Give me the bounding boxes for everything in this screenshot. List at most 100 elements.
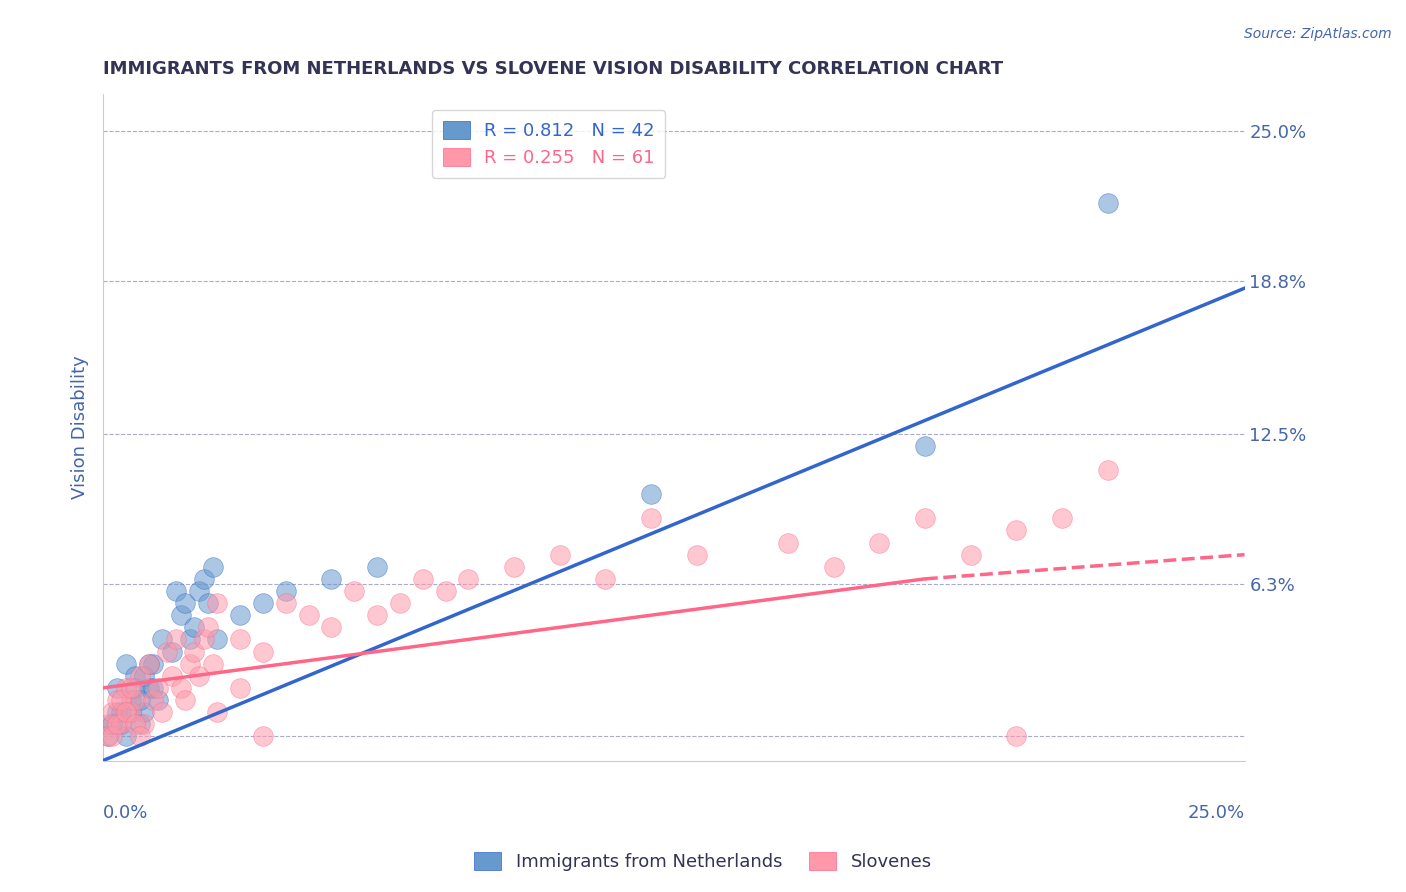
Point [1097,196,1119,211]
Point [229,632,252,647]
Point [115,705,138,719]
Point [201,657,224,671]
Point [97,729,120,743]
Point [128,669,150,683]
Point [160,669,183,683]
Point [434,584,457,599]
Point [193,632,215,647]
Point [183,620,205,634]
Point [124,693,146,707]
Point [142,681,165,695]
Point [1097,463,1119,477]
Point [321,572,343,586]
Point [388,596,411,610]
Point [134,669,156,683]
Point [548,548,571,562]
Legend: Immigrants from Netherlands, Slovenes: Immigrants from Netherlands, Slovenes [467,845,939,879]
Point [366,608,388,623]
Point [110,705,132,719]
Point [274,584,297,599]
Point [503,559,526,574]
Point [105,681,128,695]
Point [343,584,366,599]
Point [120,693,142,707]
Point [685,548,707,562]
Point [156,644,179,658]
Point [110,717,132,731]
Point [101,717,124,731]
Point [138,657,160,671]
Point [165,632,187,647]
Point [101,717,124,731]
Point [229,608,252,623]
Point [101,705,124,719]
Point [170,681,193,695]
Point [128,693,150,707]
Point [1005,729,1028,743]
Y-axis label: Vision Disability: Vision Disability [72,356,89,500]
Legend: R = 0.812   N = 42, R = 0.255   N = 61: R = 0.812 N = 42, R = 0.255 N = 61 [432,110,665,178]
Text: 25.0%: 25.0% [1188,804,1244,822]
Point [366,559,388,574]
Point [914,511,936,525]
Point [142,693,165,707]
Point [105,717,128,731]
Point [229,681,252,695]
Point [138,657,160,671]
Point [146,681,169,695]
Point [128,717,150,731]
Point [207,632,229,647]
Point [110,717,132,731]
Point [115,681,138,695]
Point [115,657,138,671]
Point [595,572,617,586]
Point [165,584,187,599]
Point [193,572,215,586]
Point [457,572,479,586]
Point [188,584,211,599]
Text: Source: ZipAtlas.com: Source: ZipAtlas.com [1244,27,1392,41]
Point [201,559,224,574]
Point [120,705,142,719]
Point [412,572,434,586]
Point [321,620,343,634]
Point [179,632,201,647]
Point [188,669,211,683]
Point [640,511,662,525]
Point [134,705,156,719]
Text: IMMIGRANTS FROM NETHERLANDS VS SLOVENE VISION DISABILITY CORRELATION CHART: IMMIGRANTS FROM NETHERLANDS VS SLOVENE V… [103,60,1004,78]
Point [115,729,138,743]
Point [105,705,128,719]
Point [174,596,197,610]
Point [110,693,132,707]
Point [124,681,146,695]
Point [124,669,146,683]
Point [868,535,890,549]
Point [174,693,197,707]
Point [120,681,142,695]
Point [128,729,150,743]
Point [160,644,183,658]
Point [252,596,274,610]
Point [207,596,229,610]
Point [297,608,319,623]
Point [101,729,124,743]
Point [97,717,120,731]
Text: 0.0%: 0.0% [103,804,149,822]
Point [252,644,274,658]
Point [105,693,128,707]
Point [274,596,297,610]
Point [197,620,219,634]
Point [134,717,156,731]
Point [124,717,146,731]
Point [152,632,174,647]
Point [640,487,662,501]
Point [152,705,174,719]
Point [197,596,219,610]
Point [179,657,201,671]
Point [207,705,229,719]
Point [914,439,936,453]
Point [252,729,274,743]
Point [823,559,845,574]
Point [776,535,799,549]
